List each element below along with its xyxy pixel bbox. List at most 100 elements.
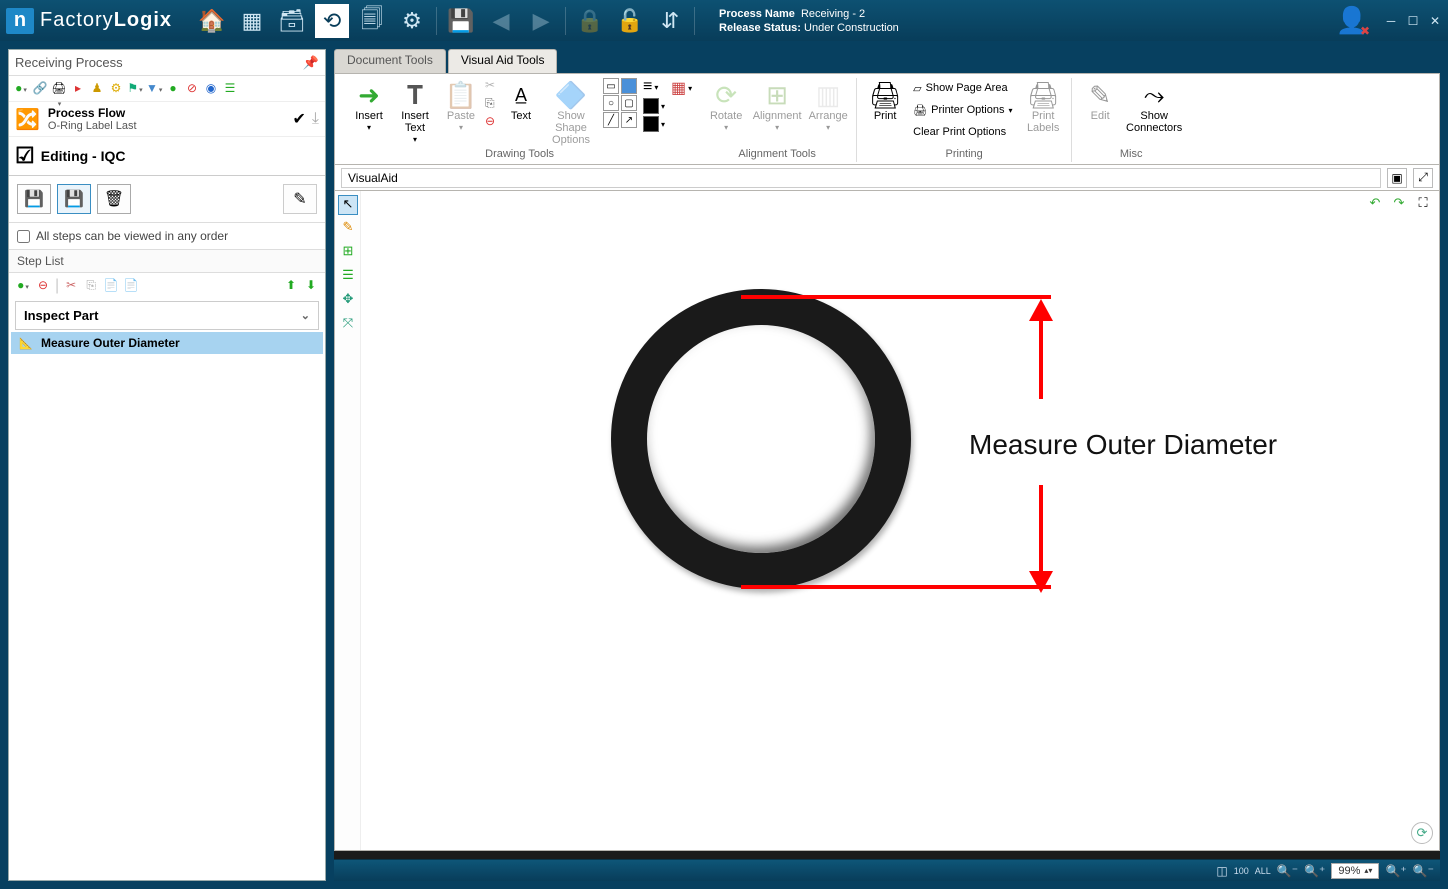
redo-icon[interactable]: ↷ (1389, 195, 1409, 213)
grid-icon[interactable]: ▦ (235, 4, 269, 38)
unlock-doc-icon[interactable]: 🔓 (613, 4, 647, 38)
insert-text-button[interactable]: 𝐓Insert Text▾ (393, 78, 437, 148)
bc-expand-icon[interactable]: ⤢ (1413, 168, 1433, 188)
fullscreen-icon[interactable]: ⛶ (1413, 195, 1433, 213)
sl-cut-icon[interactable]: ✂ (63, 278, 79, 294)
all-steps-label: All steps can be viewed in any order (36, 229, 228, 243)
print-mini-icon[interactable]: 🖨 (51, 81, 67, 97)
sb-icon-3[interactable]: ALL (1255, 866, 1271, 876)
sb-icon-2[interactable]: 100 (1234, 866, 1249, 876)
sb-zoom-in-icon[interactable]: 🔍⁺ (1304, 864, 1325, 878)
brush-tool-icon[interactable]: ✎ (338, 219, 358, 239)
fill-color-swatch[interactable] (643, 98, 659, 114)
shape-circle[interactable]: ○ (603, 95, 619, 111)
filter-icon[interactable]: ▼ (146, 81, 162, 97)
sl-paste2-icon[interactable]: 📄 (123, 278, 139, 294)
tab-document-tools[interactable]: Document Tools (334, 49, 446, 73)
close-button[interactable]: ✕ (1428, 14, 1442, 28)
flag2-icon[interactable]: ⚑ (127, 81, 143, 97)
line-weight-icon[interactable]: ≡ (643, 78, 652, 96)
printer-options-button[interactable]: 🖨Printer Options▾ (909, 100, 1019, 120)
refresh-canvas-icon[interactable]: ⟳ (1411, 822, 1433, 844)
delete-icon[interactable]: ⊖ (485, 114, 501, 130)
show-page-area-button[interactable]: ▱Show Page Area (909, 78, 1019, 98)
line-color-swatch[interactable] (643, 116, 659, 132)
dimension-arrow-up-shaft[interactable] (1039, 309, 1043, 399)
edit-tool-button[interactable]: ✎ (283, 184, 317, 214)
show-connectors-button[interactable]: ⤳Show Connectors (1124, 78, 1184, 136)
left-tool-row: 💾 💾 🗑 ✎ (9, 176, 325, 223)
save-icon[interactable]: 💾 (444, 4, 478, 38)
shape-fill[interactable] (621, 78, 637, 94)
save-tool-button[interactable]: 💾 (17, 184, 51, 214)
sync-icon[interactable]: ⟲ (315, 4, 349, 38)
dimension-line-top[interactable] (741, 295, 1051, 299)
shape-roundrect[interactable]: ▢ (621, 95, 637, 111)
dimension-label[interactable]: Measure Outer Diameter (969, 429, 1277, 461)
pattern-icon[interactable]: ▦ (671, 78, 686, 98)
sb-icon-1[interactable]: ◫ (1216, 864, 1227, 878)
sb-zoom-plus-icon[interactable]: 🔍⁺ (1385, 864, 1406, 878)
gear-mini-icon[interactable]: ⚙ (108, 81, 124, 97)
cut-icon[interactable]: ✂ (485, 78, 501, 94)
maximize-button[interactable]: ☐ (1406, 14, 1420, 28)
step-item-measure[interactable]: 📐 Measure Outer Diameter (11, 332, 323, 354)
info-icon[interactable]: ◉ (203, 81, 219, 97)
sb-zoom-out-icon[interactable]: 🔍⁻ (1277, 864, 1298, 878)
sl-up-icon[interactable]: ⬆ (283, 278, 299, 294)
bc-window-icon[interactable]: ▣ (1387, 168, 1407, 188)
text-button[interactable]: A̲Text (503, 78, 539, 124)
hierarchy-icon[interactable]: ⇵ (653, 4, 687, 38)
sb-zoom-minus-icon[interactable]: 🔍⁻ (1413, 864, 1434, 878)
home-icon[interactable]: 🏠 (195, 4, 229, 38)
document-icon[interactable]: 🗐 (355, 4, 389, 38)
ok-icon[interactable]: ● (165, 81, 181, 97)
all-steps-row[interactable]: All steps can be viewed in any order (9, 223, 325, 249)
add-icon[interactable]: ● (13, 81, 29, 97)
print-button[interactable]: 🖨Print (863, 78, 907, 124)
pin-icon[interactable]: 📌 (303, 55, 319, 71)
all-steps-checkbox[interactable] (17, 230, 30, 243)
minimize-button[interactable]: ─ (1384, 14, 1398, 28)
save-as-tool-button[interactable]: 💾 (57, 184, 91, 214)
right-panel: Document Tools Visual Aid Tools ➜Insert▾… (334, 49, 1440, 881)
tab-visual-aid-tools[interactable]: Visual Aid Tools (448, 49, 558, 73)
sl-down-icon[interactable]: ⬇ (303, 278, 319, 294)
move-tool-icon[interactable]: ✥ (338, 291, 358, 311)
clear-print-button[interactable]: Clear Print Options (909, 122, 1019, 142)
breadcrumb-text[interactable]: VisualAid (341, 168, 1381, 188)
list-tool-icon[interactable]: ☰ (338, 267, 358, 287)
pointer-tool-icon[interactable]: ↖ (338, 195, 358, 215)
sl-remove-icon[interactable]: ⊖ (35, 278, 51, 294)
sl-add-icon[interactable]: ● (15, 278, 31, 294)
canvas[interactable]: ↶ ↷ ⛶ Measure Outer Diameter ⟳ (361, 191, 1439, 850)
no-icon[interactable]: ⊘ (184, 81, 200, 97)
list-icon[interactable]: ☰ (222, 81, 238, 97)
step-group-inspect[interactable]: Inspect Part ⌄ (15, 301, 319, 330)
shape-line[interactable]: ╱ (603, 112, 619, 128)
sl-paste-icon[interactable]: 📄 (103, 278, 119, 294)
o-ring-graphic[interactable] (611, 289, 911, 589)
insert-button[interactable]: ➜Insert▾ (347, 78, 391, 136)
undo-icon[interactable]: ↶ (1365, 195, 1385, 213)
move2-tool-icon[interactable]: ⤧ (338, 315, 358, 335)
dimension-arrow-down-shaft[interactable] (1039, 485, 1043, 579)
shape-arrow[interactable]: ↗ (621, 112, 637, 128)
settings-icon[interactable]: ⚙ (395, 4, 429, 38)
delete-tool-button[interactable]: 🗑 (97, 184, 131, 214)
dimension-line-bottom[interactable] (741, 585, 1051, 589)
person-icon[interactable]: ♟ (89, 81, 105, 97)
archive-icon[interactable]: 🗃 (275, 4, 309, 38)
grid-tool-icon[interactable]: ⊞ (338, 243, 358, 263)
shape-rect[interactable]: ▭ (603, 78, 619, 94)
download-icon[interactable]: ⤓ (312, 110, 319, 128)
copy-icon[interactable]: ⎘ (485, 96, 501, 112)
flag-icon[interactable]: ▸ (70, 81, 86, 97)
dimension-arrowhead-up[interactable] (1029, 299, 1053, 321)
dimension-arrowhead-down[interactable] (1029, 571, 1053, 593)
zoom-display[interactable]: 99%▴▾ (1331, 863, 1379, 879)
user-icon[interactable]: 👤✖ (1336, 5, 1368, 36)
link-icon[interactable]: 🔗 (32, 81, 48, 97)
sl-copy-icon[interactable]: ⎘ (83, 278, 99, 294)
process-flow-row[interactable]: 🔀 Process Flow O-Ring Label Last ✔ ⤓ (9, 102, 325, 137)
